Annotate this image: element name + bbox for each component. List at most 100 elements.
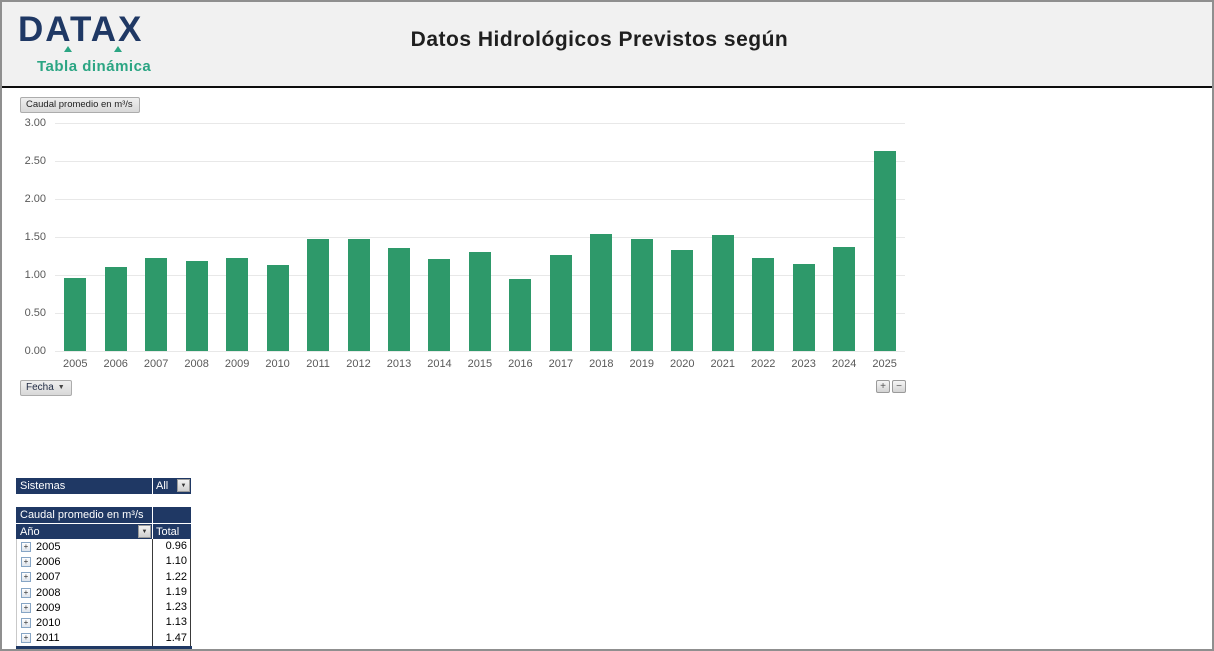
chart-expand-button[interactable]: +	[876, 380, 890, 393]
pivot-year-label: 2005	[36, 540, 61, 553]
bar-2012[interactable]	[347, 238, 370, 351]
pivot-title-blank-cell	[153, 507, 191, 523]
bar-slot	[217, 123, 257, 351]
pivot-year-cell[interactable]: +2006	[17, 554, 153, 570]
bar-2010[interactable]	[266, 265, 289, 351]
pivot-row-2007: +2007 1.22	[17, 569, 192, 585]
pivot-total-cell[interactable]: 1.47	[153, 630, 191, 647]
dropdown-arrow-icon: ▼	[141, 529, 148, 535]
x-tick-label: 2021	[710, 358, 735, 370]
x-tick-label: 2017	[548, 358, 574, 370]
x-tick-label: 2016	[508, 358, 533, 370]
pivot-total-header: Total	[153, 523, 191, 539]
pivot-total-cell[interactable]: 1.10	[153, 554, 191, 570]
bar-slot	[743, 123, 783, 351]
bar-2014[interactable]	[428, 259, 451, 351]
pivot-year-cell[interactable]: +2011	[17, 630, 153, 647]
bar-2019[interactable]	[630, 239, 653, 351]
bar-2011[interactable]	[307, 239, 330, 351]
expand-icon[interactable]: +	[21, 587, 31, 598]
bar-slot	[541, 123, 581, 351]
bar-2017[interactable]	[549, 255, 572, 351]
filter-value: All	[156, 480, 169, 492]
gridline	[55, 237, 905, 238]
pivot-year-cell[interactable]: +2009	[17, 600, 153, 616]
expand-icon[interactable]: +	[21, 633, 31, 644]
x-tick-label: 2009	[224, 358, 250, 370]
x-tick-label: 2008	[184, 358, 209, 370]
filter-value-cell[interactable]: All ▼	[153, 478, 191, 494]
bar-2008[interactable]	[185, 260, 208, 351]
pivot-total-cell[interactable]: 0.96	[153, 539, 191, 555]
pivot-rows: +2005 0.96 +2006 1.10 +2007 1.22 +2008 1.19 +200…	[16, 539, 192, 647]
row-filter-dropdown-button[interactable]: ▼	[138, 525, 151, 538]
bar-2021[interactable]	[711, 234, 734, 351]
pivot-total-cell[interactable]: 1.22	[153, 569, 191, 585]
bar-slot	[176, 123, 216, 351]
bar-2025[interactable]	[873, 151, 896, 351]
logo: DATAX	[18, 10, 144, 49]
bar-slot	[824, 123, 864, 351]
bar-slot	[703, 123, 743, 351]
x-tick-label: 2011	[306, 358, 330, 370]
bar-slot	[298, 123, 338, 351]
y-tick-label: 0.00	[24, 345, 46, 357]
bar-2018[interactable]	[590, 234, 613, 351]
pivot-year-cell[interactable]: +2007	[17, 569, 153, 585]
pivot-year-label: 2010	[36, 617, 61, 630]
expand-icon[interactable]: +	[21, 602, 31, 613]
chart-value-field-button[interactable]: Caudal promedio en m³/s	[20, 97, 140, 113]
gridline	[55, 161, 905, 162]
y-tick-label: 1.50	[24, 231, 46, 243]
pivot-year-cell[interactable]: +2008	[17, 584, 153, 601]
bar-2015[interactable]	[468, 252, 491, 351]
bar-slot	[783, 123, 823, 351]
pivot-total-cell[interactable]: 1.23	[153, 600, 191, 616]
bar-2020[interactable]	[671, 249, 694, 351]
x-tick-label: 2006	[103, 358, 128, 370]
row-field-label: Año	[20, 526, 40, 538]
chart-plot	[55, 123, 905, 352]
x-tick-label: 2010	[265, 358, 290, 370]
filter-dropdown-button[interactable]: ▼	[177, 479, 190, 492]
report-filter: Sistemas All ▼	[16, 478, 191, 494]
bar-2023[interactable]	[792, 264, 815, 351]
bar-2006[interactable]	[104, 267, 127, 351]
pivot-year-cell[interactable]: +2010	[17, 615, 153, 631]
bar-slot	[379, 123, 419, 351]
x-tick-label: 2019	[629, 358, 655, 370]
pivot-total-cell[interactable]: 1.13	[153, 615, 191, 631]
bar-slot	[622, 123, 662, 351]
bar-2005[interactable]	[64, 278, 87, 351]
pivot-year-label: 2011	[36, 632, 60, 645]
bar-slot	[338, 123, 378, 351]
pivot-row-field-header: Año ▼	[16, 523, 153, 539]
pivot-table: Caudal promedio en m³/s Año ▼ Total +200…	[16, 507, 192, 649]
logo-accent-icon	[64, 46, 72, 52]
bar-2022[interactable]	[752, 257, 775, 351]
y-tick-label: 1.00	[24, 269, 46, 281]
bar-2007[interactable]	[145, 258, 168, 351]
expand-icon[interactable]: +	[21, 541, 31, 552]
chart-collapse-button[interactable]: −	[892, 380, 906, 393]
x-axis-labels: 2005 2006 2007 2008 2009 2010 2011 2012 2013 2014…	[55, 358, 905, 370]
bar-2013[interactable]	[387, 247, 410, 351]
x-tick-label: 2014	[427, 358, 452, 370]
x-tick-label: 2015	[467, 358, 493, 370]
expand-icon[interactable]: +	[21, 556, 31, 567]
gridline	[55, 123, 905, 124]
bar-2024[interactable]	[833, 246, 856, 351]
chart-axis-field-button[interactable]: Fecha ▼	[20, 380, 72, 396]
pivot-row-2011: +2011 1.47	[17, 630, 192, 647]
x-tick-label: 2012	[346, 358, 371, 370]
bar-slot	[581, 123, 621, 351]
y-tick-label: 0.50	[24, 307, 46, 319]
bar-2016[interactable]	[509, 278, 532, 351]
pivot-year-label: 2009	[36, 601, 61, 614]
pivot-total-cell[interactable]: 1.19	[153, 584, 191, 601]
expand-icon[interactable]: +	[21, 572, 31, 583]
pivot-year-cell[interactable]: +2005	[17, 539, 153, 555]
expand-icon[interactable]: +	[21, 618, 31, 629]
chart-bars	[55, 123, 905, 351]
bar-2009[interactable]	[226, 257, 249, 351]
